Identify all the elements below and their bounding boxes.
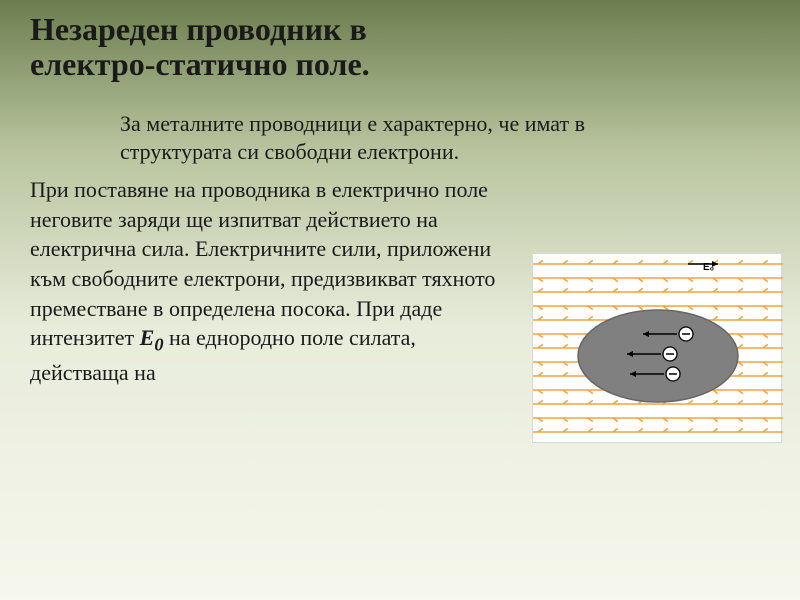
lead-paragraph: За металните проводници е характерно, че… xyxy=(120,110,680,165)
main-paragraph: При поставяне на проводника в електрично… xyxy=(30,175,510,387)
diagram-svg: E₀ xyxy=(533,254,783,444)
title-line2: електро-статично поле. xyxy=(30,46,370,82)
para-em: E xyxy=(140,325,155,350)
para-sub: 0 xyxy=(154,335,163,355)
field-diagram: E₀ xyxy=(532,253,782,443)
slide-root: Незареден проводник в електро-статично п… xyxy=(0,0,800,600)
slide-title: Незареден проводник в електро-статично п… xyxy=(30,12,370,82)
title-line1: Незареден проводник в xyxy=(30,11,367,47)
